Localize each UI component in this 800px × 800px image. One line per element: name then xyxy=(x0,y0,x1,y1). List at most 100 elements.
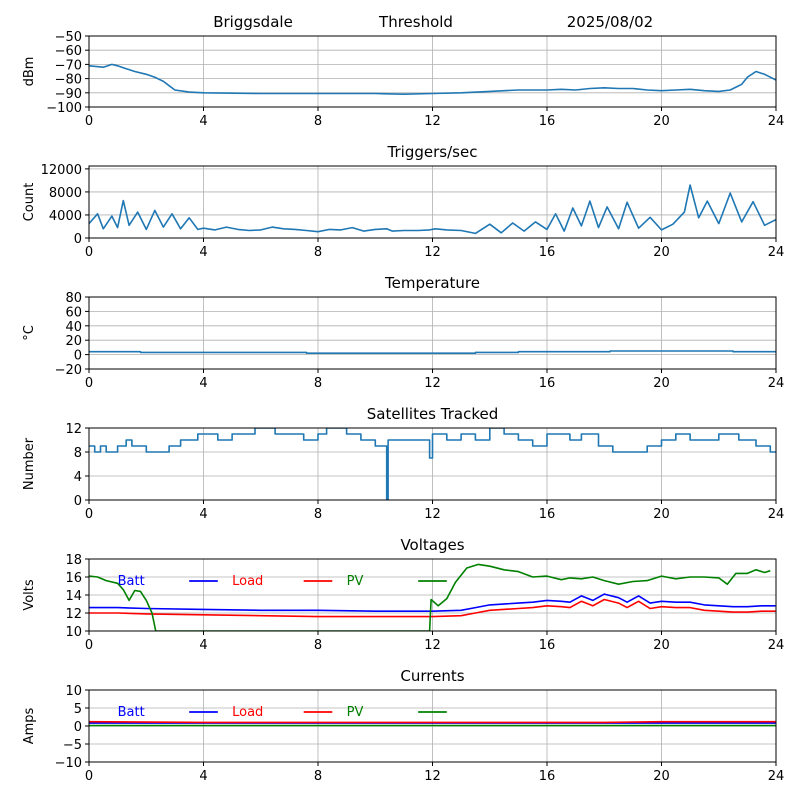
x-tick-label: 12 xyxy=(424,507,441,522)
y-tick-label: 0 xyxy=(74,232,82,247)
x-tick-label: 16 xyxy=(539,638,556,653)
x-tick-label: 0 xyxy=(85,114,93,129)
x-tick-label: 0 xyxy=(85,507,93,522)
x-tick-label: 8 xyxy=(314,638,322,653)
series-line-0 xyxy=(89,63,776,95)
y-tick-label: −5 xyxy=(63,738,82,753)
x-tick-label: 16 xyxy=(539,245,556,260)
legend-label-load: Load xyxy=(232,574,263,589)
x-tick-label: 24 xyxy=(768,507,785,522)
series-line-load xyxy=(89,720,776,724)
y-tick-label: 8000 xyxy=(49,186,82,201)
y-tick-label: −10 xyxy=(55,756,82,771)
y-tick-label: 8 xyxy=(74,446,82,461)
y-tick-label: 14 xyxy=(65,589,82,604)
header-date: 2025/08/02 xyxy=(567,13,653,31)
y-tick-label: −70 xyxy=(55,58,82,73)
x-tick-label: 12 xyxy=(424,245,441,260)
x-tick-label: 20 xyxy=(653,376,670,391)
x-tick-label: 0 xyxy=(85,638,93,653)
x-tick-label: 24 xyxy=(768,245,785,260)
series-line-pv xyxy=(89,563,771,631)
panel-title: Triggers/sec xyxy=(387,143,478,161)
x-tick-label: 4 xyxy=(199,769,207,784)
y-tick-label: 16 xyxy=(65,571,82,586)
x-tick-label: 16 xyxy=(539,507,556,522)
x-tick-label: 20 xyxy=(653,507,670,522)
series-line-0 xyxy=(89,184,776,235)
y-tick-label: 10 xyxy=(65,625,82,640)
x-tick-label: 16 xyxy=(539,114,556,129)
y-tick-label: 0 xyxy=(74,349,82,364)
y-tick-label: 80 xyxy=(65,291,82,306)
y-tick-label: 0 xyxy=(74,720,82,735)
x-tick-label: 8 xyxy=(314,376,322,391)
panel-title: Currents xyxy=(400,667,464,685)
y-axis-label: Count xyxy=(22,183,37,222)
legend-label-batt: Batt xyxy=(118,574,145,589)
panel-title: Temperature xyxy=(384,274,480,292)
y-tick-label: 10 xyxy=(65,684,82,699)
y-tick-label: −100 xyxy=(46,101,82,116)
panel-satellites: 0 4 8 12 16 20 24 0 4 8 12 Satellites Tracked Number xyxy=(22,405,784,522)
x-tick-label: 20 xyxy=(653,245,670,260)
x-tick-label: 0 xyxy=(85,376,93,391)
panel-title: Voltages xyxy=(400,536,464,554)
x-tick-label: 4 xyxy=(199,638,207,653)
legend-label-batt: Batt xyxy=(118,705,145,720)
x-tick-label: 12 xyxy=(424,376,441,391)
y-tick-label: −20 xyxy=(55,363,82,378)
x-tick-label: 24 xyxy=(768,114,785,129)
x-tick-label: 24 xyxy=(768,638,785,653)
x-tick-label: 4 xyxy=(199,376,207,391)
x-tick-label: 12 xyxy=(424,769,441,784)
y-tick-label: 0 xyxy=(74,494,82,509)
y-tick-label: 40 xyxy=(65,320,82,335)
x-tick-label: 12 xyxy=(424,638,441,653)
x-tick-label: 8 xyxy=(314,769,322,784)
y-tick-label: 4 xyxy=(74,470,82,485)
legend-label-load: Load xyxy=(232,705,263,720)
x-tick-label: 4 xyxy=(199,114,207,129)
y-tick-label: −90 xyxy=(55,87,82,102)
x-tick-label: 8 xyxy=(314,507,322,522)
header-mode: Threshold xyxy=(378,13,453,31)
x-tick-label: 20 xyxy=(653,638,670,653)
y-tick-label: 5 xyxy=(74,702,82,717)
series-line-load xyxy=(89,598,776,618)
y-axis-label: Amps xyxy=(22,707,37,744)
x-tick-label: 12 xyxy=(424,114,441,129)
x-tick-label: 24 xyxy=(768,376,785,391)
x-tick-label: 8 xyxy=(314,114,322,129)
header-station: Briggsdale xyxy=(213,13,293,31)
y-tick-label: −50 xyxy=(55,30,82,45)
y-tick-label: −60 xyxy=(55,44,82,59)
y-tick-label: 18 xyxy=(65,553,82,568)
panel-signal: 0 4 8 12 16 20 24 −100−90−80−70−60−50 dBm xyxy=(22,30,784,129)
panel-title: Satellites Tracked xyxy=(367,405,498,423)
y-tick-label: −80 xyxy=(55,73,82,88)
y-axis-label: Volts xyxy=(22,579,37,611)
legend-label-pv: PV xyxy=(347,574,364,589)
y-axis-label: dBm xyxy=(22,57,37,87)
x-tick-label: 20 xyxy=(653,769,670,784)
y-axis-label: Number xyxy=(22,437,37,490)
x-tick-label: 24 xyxy=(768,769,785,784)
y-tick-label: 12 xyxy=(65,607,82,622)
series-line-0 xyxy=(89,428,776,500)
x-tick-label: 0 xyxy=(85,769,93,784)
series-line-0 xyxy=(89,350,776,355)
y-tick-label: 20 xyxy=(65,334,82,349)
series-line-batt xyxy=(89,593,776,613)
y-tick-label: 12000 xyxy=(41,163,82,178)
panel-currents: Batt Load PV 0 4 8 12 16 20 24 −10 −5 0 5 10 Currents Am… xyxy=(22,667,784,784)
x-tick-label: 8 xyxy=(314,245,322,260)
panel-voltages: Batt Load PV 0 4 8 12 16 20 24 10 12 14 16 18 Voltages V… xyxy=(22,536,784,653)
y-tick-label: 4000 xyxy=(49,209,82,224)
legend-label-pv: PV xyxy=(347,705,364,720)
y-axis-label: °C xyxy=(22,325,37,341)
x-tick-label: 4 xyxy=(199,507,207,522)
x-tick-label: 16 xyxy=(539,769,556,784)
